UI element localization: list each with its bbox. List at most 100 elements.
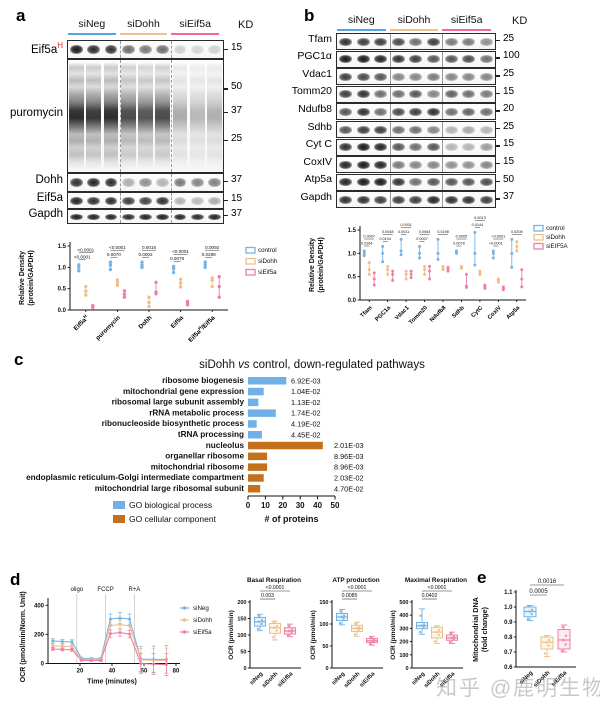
svg-text:0.0002: 0.0002 (138, 252, 152, 257)
svg-text:oligo: oligo (70, 587, 83, 593)
data-point-siEif5a (217, 284, 221, 289)
protein-band (409, 107, 423, 116)
protein-band (391, 107, 405, 116)
blot-lane (337, 52, 355, 67)
protein-band (139, 178, 152, 187)
blot-lane (337, 87, 355, 102)
data-point-siEif5a (139, 661, 143, 665)
blot-lane (477, 175, 495, 190)
blot-lane (355, 34, 373, 49)
box-point (437, 628, 441, 632)
svg-text:Eif5aH: Eif5aH (72, 314, 91, 333)
protein-band (121, 45, 135, 54)
protein-band (444, 125, 458, 134)
protein-band (444, 90, 458, 99)
blot-row-label: Tomm20 (291, 85, 332, 98)
svg-text:Maximal Respiration: Maximal Respiration (405, 577, 467, 584)
blot-lane (390, 104, 408, 119)
protein-band (356, 107, 370, 116)
blot-lane (189, 60, 206, 172)
blot-band-box (336, 33, 496, 50)
protein-band (479, 195, 493, 204)
panel-a-label: a (16, 6, 26, 25)
svg-text:4.45E-02: 4.45E-02 (291, 430, 321, 439)
svg-text:Basal Respiration: Basal Respiration (247, 577, 301, 584)
kd-tick (495, 75, 500, 77)
data-point-siDohh (84, 293, 88, 297)
blot-band-box (336, 103, 496, 121)
blot-lane (460, 87, 478, 102)
chart-title: siDohh vs control, down-regulated pathwa… (199, 359, 425, 371)
protein-band (391, 143, 405, 152)
data-point-siEIF5A (520, 285, 524, 289)
kd-marker: 37 (231, 207, 243, 219)
blot-band-box (336, 85, 496, 103)
protein-band (444, 107, 458, 116)
svg-text:100: 100 (237, 633, 246, 639)
data-point-siDohh (178, 277, 183, 281)
protein-band (444, 55, 458, 64)
box-point (528, 610, 531, 613)
pathway-bar (248, 387, 264, 396)
svg-text:150: 150 (237, 617, 246, 623)
data-point-control (491, 251, 495, 255)
data-point-siDohh (115, 283, 120, 287)
lane-group-separator (171, 41, 173, 58)
series-line-siEif5a (52, 632, 167, 666)
protein-band (104, 178, 118, 187)
svg-text:0.8: 0.8 (504, 635, 513, 641)
data-point-siDohh (496, 277, 500, 281)
data-point-siDohh (84, 284, 88, 289)
protein-band (339, 143, 353, 152)
data-point-control (203, 265, 207, 270)
protein-band (156, 196, 170, 205)
svg-text:100: 100 (319, 622, 328, 628)
svg-text:6.92E-03: 6.92E-03 (291, 376, 321, 385)
data-point-siEIF5A (464, 284, 468, 288)
protein-band (173, 178, 187, 187)
data-point-siDohh (515, 244, 519, 248)
svg-text:1.0: 1.0 (348, 251, 357, 257)
data-point-control (203, 260, 207, 264)
protein-band (479, 55, 493, 64)
box-point (275, 624, 279, 628)
svg-text:0.003: 0.003 (261, 593, 274, 599)
svg-text:0.0144: 0.0144 (472, 223, 484, 227)
lane-group-separator (389, 104, 391, 120)
protein-band (356, 125, 370, 134)
blot-lane (372, 157, 390, 172)
protein-band (374, 178, 388, 187)
svg-text:500: 500 (399, 600, 408, 606)
protein-band (339, 125, 353, 134)
protein-smear (172, 61, 188, 171)
data-point-siEIF5A (372, 277, 376, 281)
blot-lane (137, 41, 154, 58)
blot-lane (425, 192, 443, 207)
box-point (372, 638, 376, 642)
kd-tick (495, 198, 500, 200)
series-line-siNeg (52, 617, 167, 660)
blot-lane (154, 174, 171, 191)
svg-text:30: 30 (296, 501, 305, 510)
protein-band (339, 37, 353, 46)
svg-text:R+A: R+A (128, 587, 140, 593)
blot-lane (355, 104, 373, 119)
blot-row-label: Ndufb8 (298, 102, 332, 115)
data-point-siEIF5A (409, 269, 413, 273)
protein-band (156, 213, 170, 220)
svg-text:400: 400 (399, 613, 408, 619)
data-point-control (362, 254, 366, 258)
svg-text:40: 40 (313, 501, 322, 510)
blot-lane (460, 52, 478, 67)
box-point (257, 614, 260, 618)
svg-text:0.0289: 0.0289 (202, 252, 216, 257)
blot-band-box (336, 156, 496, 174)
protein-band (356, 72, 370, 81)
kd-marker: 37 (503, 191, 515, 203)
data-point-control (381, 251, 385, 255)
svg-text:<0.0001: <0.0001 (348, 585, 367, 591)
box-point (422, 623, 426, 626)
protein-smear (86, 61, 102, 171)
svg-text:50: 50 (240, 650, 246, 656)
data-point-siEIF5A (409, 272, 413, 276)
